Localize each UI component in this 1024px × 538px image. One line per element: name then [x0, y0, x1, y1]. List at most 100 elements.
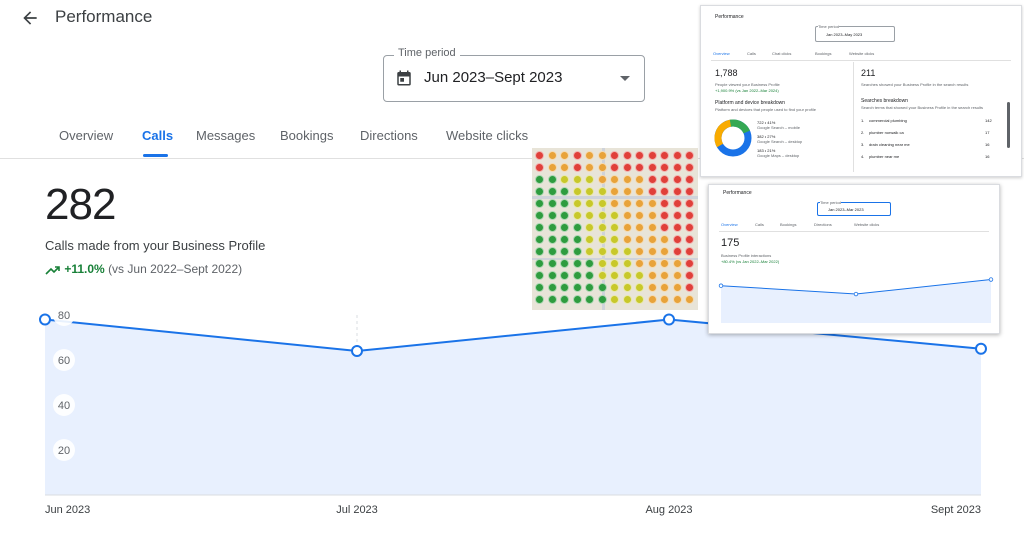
rank-pin — [685, 175, 694, 184]
rank-pin — [610, 271, 619, 280]
donut-legend-value: 382 • 27% — [757, 134, 776, 139]
rank-pin — [672, 187, 682, 196]
tab-directions[interactable]: Directions — [360, 128, 418, 143]
rank-pin — [585, 295, 594, 304]
back-arrow-icon[interactable] — [20, 8, 40, 28]
local-rank-grid-map — [532, 148, 698, 310]
rank-pin — [647, 247, 657, 256]
time-period-select[interactable]: Time period Jun 2023–Sept 2023 — [383, 47, 645, 102]
rank-pin — [622, 151, 632, 160]
calendar-icon — [397, 70, 411, 86]
rank-pin — [685, 283, 694, 292]
rank-pin — [610, 163, 619, 172]
overlay-top-left-value: 1,788 — [715, 68, 738, 78]
rank-pin — [585, 187, 594, 196]
overlay-chart-area — [721, 279, 991, 323]
rank-pin — [672, 271, 682, 280]
rank-pin — [585, 271, 594, 280]
rank-pin — [647, 175, 657, 184]
rank-pin — [547, 187, 557, 196]
rank-pin — [635, 283, 644, 292]
rank-pin — [647, 199, 657, 208]
rank-pin — [535, 175, 544, 184]
rank-pin — [547, 235, 557, 244]
rank-pin — [547, 163, 557, 172]
rank-pin — [535, 283, 544, 292]
data-point[interactable] — [975, 342, 987, 355]
search-term: drain cleaning near me — [869, 142, 910, 147]
rank-pin — [560, 199, 569, 208]
data-point[interactable] — [663, 313, 675, 326]
x-tick-label: Jun 2023 — [45, 504, 90, 516]
rank-pin — [610, 283, 619, 292]
rank-pin — [647, 271, 657, 280]
rank-pin — [547, 247, 557, 256]
rank-pin — [635, 295, 644, 304]
rank-pin — [572, 175, 582, 184]
overlay-bottom-chart — [718, 277, 994, 323]
tab-website-clicks[interactable]: Website clicks — [446, 128, 529, 143]
tab-messages[interactable]: Messages — [196, 128, 256, 143]
rank-pin — [647, 223, 657, 232]
rank-pin — [572, 247, 582, 256]
rank-pin — [660, 283, 669, 292]
overlay-top-breakdown-title: Platform and device breakdown — [715, 100, 786, 106]
rank-pin — [597, 247, 607, 256]
search-rank: 3. — [861, 142, 865, 147]
rank-pin — [660, 223, 669, 232]
rank-pin — [685, 163, 694, 172]
rank-pin — [560, 211, 569, 220]
rank-pin — [585, 259, 594, 268]
rank-pin — [535, 211, 544, 220]
donut-legend-value: 722 • 41% — [757, 120, 776, 125]
rank-pin — [572, 223, 582, 232]
y-tick-label: 40 — [58, 400, 70, 412]
rank-pin — [535, 259, 544, 268]
metric-description: Calls made from your Business Profile — [45, 238, 266, 253]
tab-calls[interactable]: Calls — [142, 128, 174, 143]
rank-pin — [672, 235, 682, 244]
rank-pin — [647, 235, 657, 244]
rank-pin — [672, 295, 682, 304]
page-title: Performance — [55, 7, 153, 26]
tab-bookings[interactable]: Bookings — [280, 128, 334, 143]
rank-pin — [610, 295, 619, 304]
overlay-top-period-value: Jan 2023–May 2023 — [826, 32, 863, 37]
rank-pin — [635, 259, 644, 268]
data-point[interactable] — [351, 345, 363, 357]
rank-pin — [572, 283, 582, 292]
rank-pin — [685, 223, 694, 232]
rank-pin — [610, 247, 619, 256]
rank-pin — [585, 223, 594, 232]
rank-pin — [660, 163, 669, 172]
searches-list: 1. commercial plumbing 142 2. plumber norwal… — [861, 118, 992, 176]
rank-pin — [622, 187, 632, 196]
rank-pin — [547, 223, 557, 232]
rank-pin — [560, 247, 569, 256]
rank-pin — [622, 295, 632, 304]
rank-pin — [622, 199, 632, 208]
rank-pin — [635, 175, 644, 184]
rank-pin — [635, 247, 644, 256]
rank-pin — [585, 199, 594, 208]
donut-legend-value: 183 • 21% — [757, 148, 776, 153]
overlay-bottom-tab: Website clicks — [854, 222, 880, 227]
rank-pin — [672, 259, 682, 268]
rank-pin — [672, 175, 682, 184]
rank-pin — [622, 259, 632, 268]
rank-pin — [685, 151, 694, 160]
tab-overview[interactable]: Overview — [59, 128, 114, 143]
rank-pin — [622, 175, 632, 184]
rank-pin — [685, 271, 694, 280]
overlay-chart-point — [853, 291, 859, 297]
rank-pin — [597, 259, 607, 268]
overlay-top-tab: Bookings — [815, 51, 832, 56]
rank-pin — [660, 271, 669, 280]
y-tick-bg — [53, 349, 75, 371]
search-rank: 1. — [861, 118, 865, 123]
rank-pin — [622, 283, 632, 292]
rank-pin — [560, 175, 569, 184]
data-point[interactable] — [39, 313, 51, 326]
rank-pin — [660, 247, 669, 256]
overlay-bottom-tab: Bookings — [780, 222, 797, 227]
